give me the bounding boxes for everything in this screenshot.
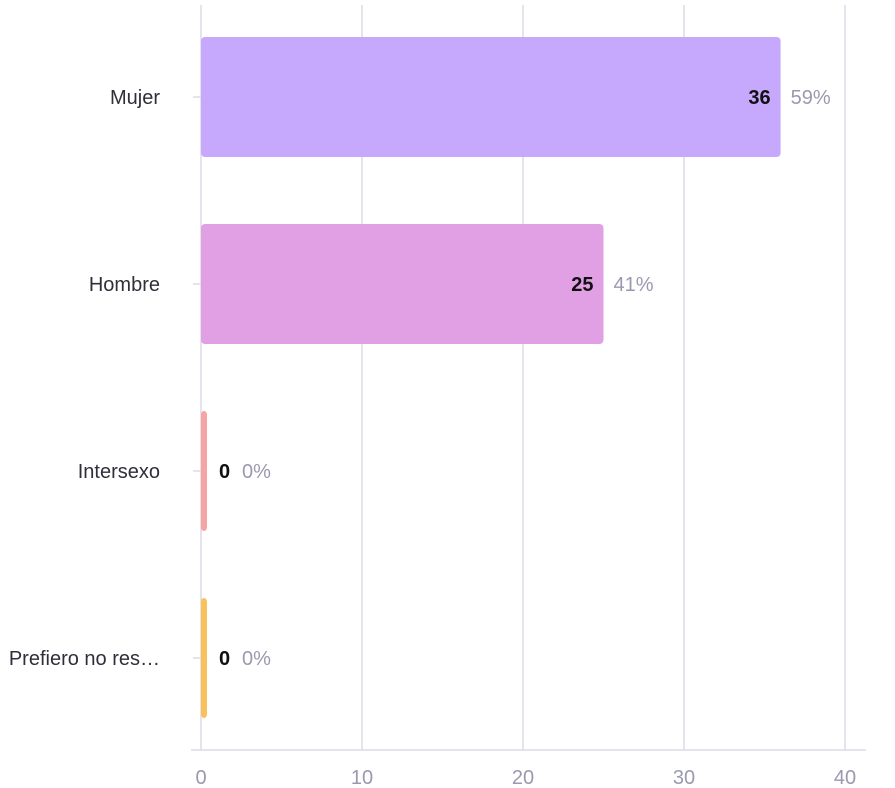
x-tick-label: 30 xyxy=(673,767,695,788)
bars xyxy=(201,37,781,718)
bar xyxy=(201,224,604,344)
x-axis: 0 10 20 30 40 xyxy=(191,96,866,788)
percent-label: 59% xyxy=(791,87,831,109)
category-label: Hombre xyxy=(89,274,160,296)
percent-label: 0% xyxy=(242,648,271,670)
x-tick-label: 10 xyxy=(351,767,373,788)
bar xyxy=(201,411,207,531)
value-label: 36 xyxy=(748,87,770,109)
category-label: Intersexo xyxy=(78,461,160,483)
x-tick-label: 40 xyxy=(834,767,856,788)
percent-label: 41% xyxy=(614,274,654,296)
x-tick-label: 20 xyxy=(512,767,534,788)
value-label: 0 xyxy=(219,461,230,483)
labels: Mujer 36 59% Hombre 25 41% Intersexo 0 0% Prefier… xyxy=(9,87,831,670)
percent-label: 0% xyxy=(242,461,271,483)
bar xyxy=(201,598,207,718)
x-tick-label: 0 xyxy=(195,767,206,788)
bar xyxy=(201,37,781,157)
category-label: Mujer xyxy=(110,87,160,109)
category-label: Prefiero no res… xyxy=(9,648,160,670)
value-label: 25 xyxy=(571,274,593,296)
value-label: 0 xyxy=(219,648,230,670)
